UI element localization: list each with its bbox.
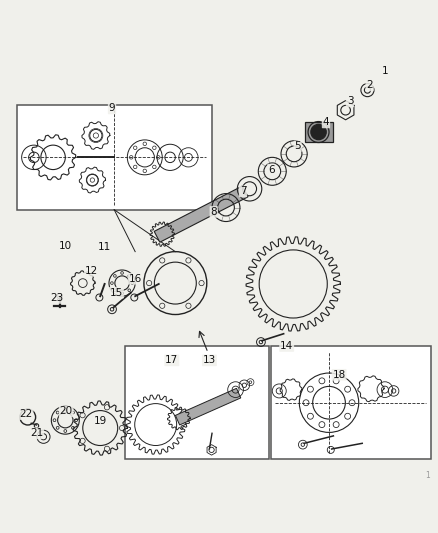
Text: 22: 22 bbox=[19, 409, 33, 419]
Text: 7: 7 bbox=[240, 187, 246, 196]
Text: 16: 16 bbox=[128, 274, 142, 284]
Text: 5: 5 bbox=[294, 141, 301, 151]
Text: 20: 20 bbox=[60, 407, 73, 416]
Text: 6: 6 bbox=[268, 165, 275, 175]
Text: 15: 15 bbox=[110, 288, 123, 298]
Text: 19: 19 bbox=[94, 416, 107, 426]
Text: 8: 8 bbox=[210, 207, 217, 217]
Text: 3: 3 bbox=[346, 96, 353, 107]
Polygon shape bbox=[154, 186, 248, 242]
Text: 23: 23 bbox=[50, 293, 63, 303]
Polygon shape bbox=[175, 389, 241, 425]
Text: 12: 12 bbox=[85, 266, 98, 276]
Bar bbox=[17, 105, 212, 210]
Text: 13: 13 bbox=[203, 356, 216, 365]
Text: 14: 14 bbox=[280, 341, 293, 351]
Bar bbox=[271, 346, 431, 459]
Text: 21: 21 bbox=[30, 429, 43, 438]
Circle shape bbox=[311, 124, 326, 140]
Bar bbox=[304, 122, 332, 142]
Text: 18: 18 bbox=[332, 370, 346, 380]
Text: 17: 17 bbox=[165, 356, 178, 365]
Text: 2: 2 bbox=[366, 80, 373, 90]
Text: 11: 11 bbox=[98, 242, 111, 252]
Text: 4: 4 bbox=[323, 117, 329, 127]
Bar bbox=[125, 346, 269, 459]
Text: 9: 9 bbox=[109, 103, 115, 114]
Text: 10: 10 bbox=[59, 240, 72, 251]
Text: 1: 1 bbox=[426, 471, 430, 480]
Text: 1: 1 bbox=[381, 66, 388, 76]
